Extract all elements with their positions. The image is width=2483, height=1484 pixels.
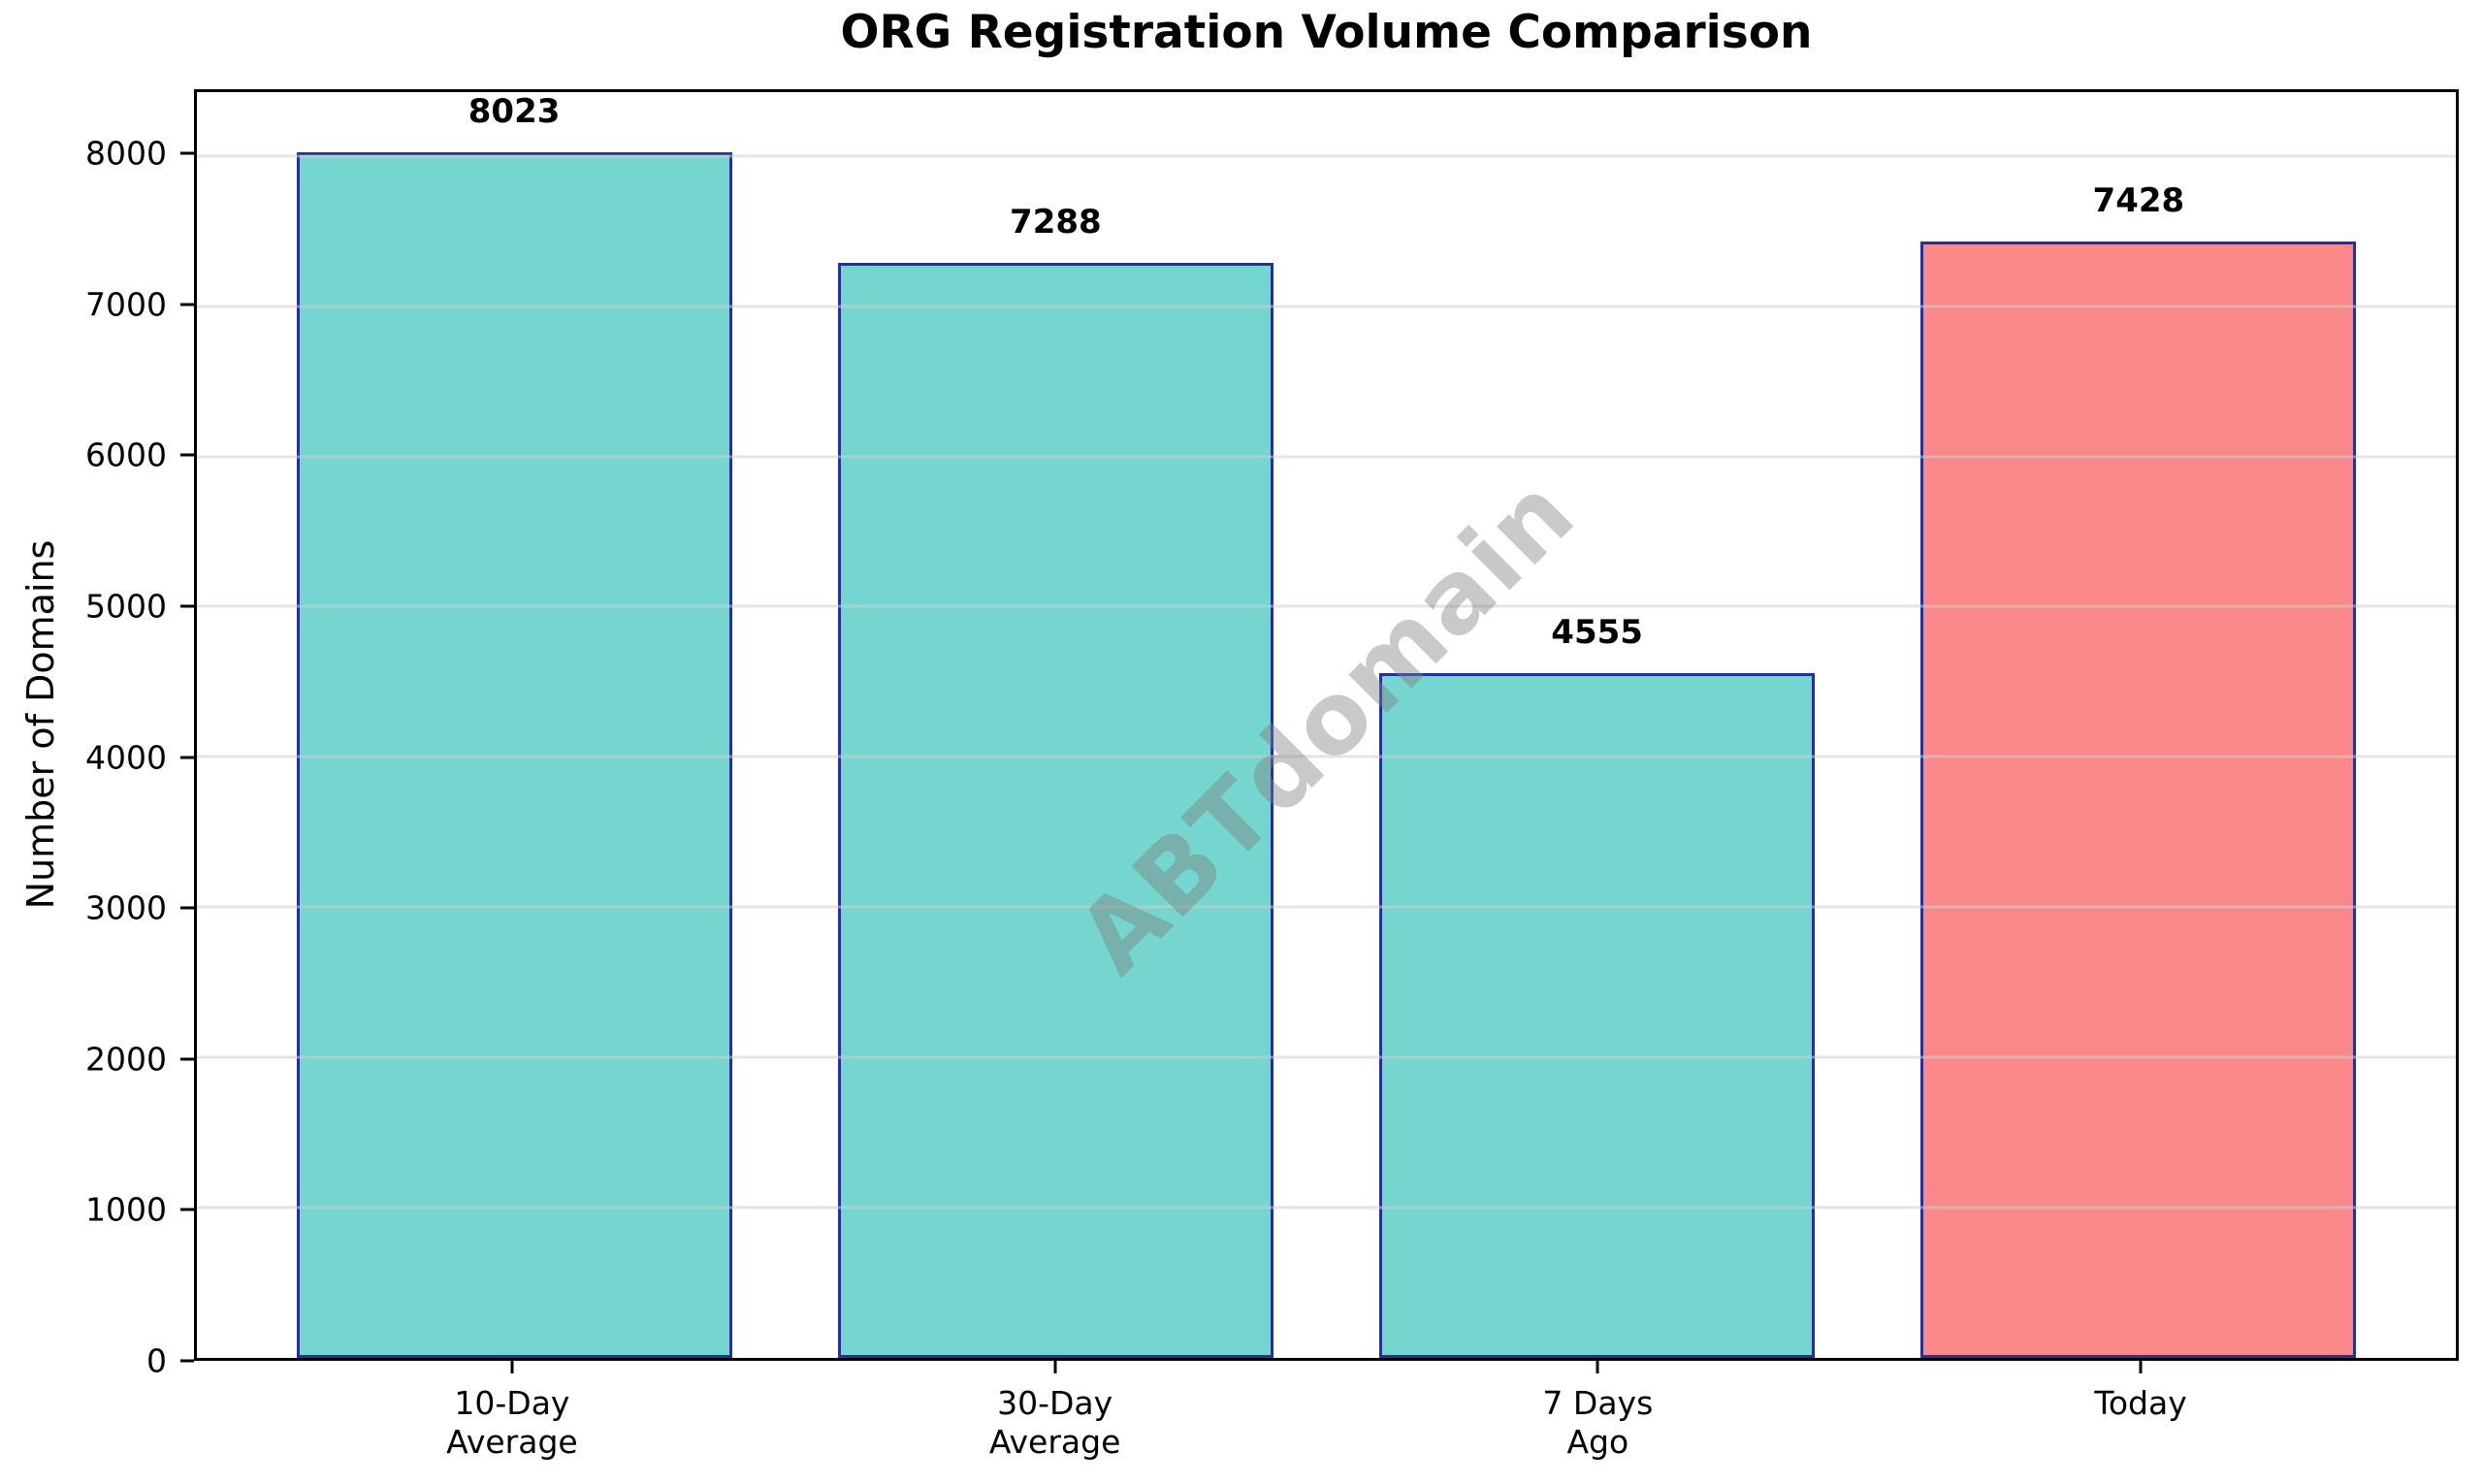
- y-tick-label: 3000: [85, 888, 167, 927]
- bars-layer: 8023 7288 4555 7428: [197, 92, 2456, 1358]
- y-tick-mark: [180, 1359, 194, 1363]
- x-axis-ticks: 10-Day Average 30-Day Average 7 Days Ago Today: [194, 1361, 2459, 1484]
- bar-fill: [1920, 242, 2357, 1358]
- bar-value-label: 4555: [1551, 613, 1643, 653]
- bar-today: 7428: [1920, 181, 2357, 1358]
- y-tick-label: 6000: [85, 436, 167, 474]
- y-tick-mark: [180, 303, 194, 306]
- x-tick-label: 10-Day Average: [446, 1384, 578, 1462]
- bar-value-label: 8023: [468, 92, 561, 132]
- y-tick-mark: [180, 906, 194, 910]
- y-tick-label: 8000: [85, 134, 167, 173]
- x-tick-label-line: Today: [2094, 1384, 2187, 1422]
- y-tick-mark: [180, 151, 194, 155]
- x-tick-label: 30-Day Average: [989, 1384, 1121, 1462]
- x-tick-label: Today: [2094, 1384, 2186, 1423]
- x-tick-label-line: Average: [988, 1423, 1121, 1461]
- y-tick-label: 1000: [85, 1190, 167, 1229]
- bar-30-day-average: 7288: [837, 203, 1274, 1358]
- y-tick-mark: [180, 1057, 194, 1061]
- y-tick-label: 5000: [85, 587, 167, 626]
- bar-7-days-ago: 4555: [1379, 613, 1816, 1358]
- y-tick-mark: [180, 1208, 194, 1211]
- y-tick-mark: [180, 756, 194, 758]
- x-tick-mark: [510, 1361, 514, 1373]
- x-tick-label-line: 10-Day: [454, 1384, 570, 1422]
- x-tick-label-line: Ago: [1566, 1423, 1629, 1461]
- chart-title: ORG Registration Volume Comparison: [840, 6, 1813, 59]
- x-tick-mark: [1053, 1361, 1057, 1373]
- bar-fill: [837, 262, 1274, 1358]
- bar-10-day-average: 8023: [296, 92, 732, 1358]
- y-tick-label: 7000: [85, 285, 167, 324]
- x-tick-mark: [1596, 1361, 1599, 1373]
- x-tick-mark: [2139, 1361, 2143, 1373]
- y-tick-label: 4000: [85, 738, 167, 776]
- x-tick-label-line: 7 Days: [1542, 1384, 1654, 1422]
- bar-value-label: 7428: [2092, 181, 2185, 221]
- bar-fill: [1379, 673, 1816, 1358]
- x-tick-label: 7 Days Ago: [1542, 1384, 1653, 1462]
- x-tick-label-line: Average: [446, 1423, 578, 1461]
- y-axis-ticks: 0 1000 2000 3000 4000 5000 6000 7000 8000: [0, 89, 194, 1380]
- bar-fill: [296, 152, 732, 1358]
- x-tick-label-line: 30-Day: [997, 1384, 1113, 1422]
- y-tick-mark: [180, 453, 194, 457]
- y-tick-label: 0: [146, 1341, 167, 1380]
- plot-area: 8023 7288 4555 7428 ABTdomain: [194, 89, 2459, 1361]
- bar-value-label: 7288: [1010, 202, 1102, 242]
- y-tick-mark: [180, 604, 194, 608]
- y-tick-label: 2000: [85, 1040, 167, 1079]
